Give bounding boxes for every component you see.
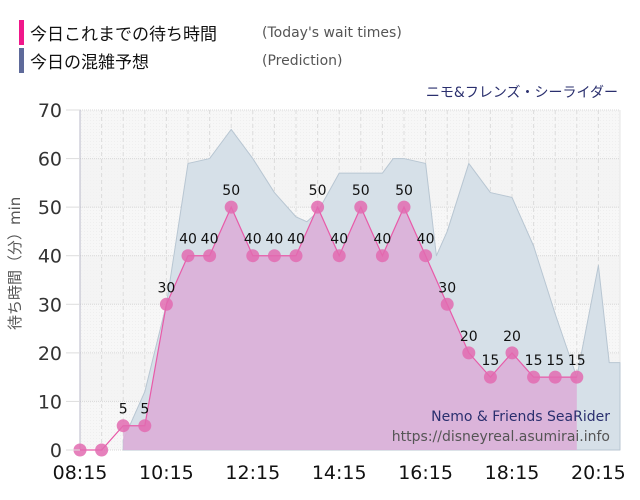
data-label: 30 xyxy=(157,280,175,296)
legend-label-en: (Today's wait times) xyxy=(262,24,402,41)
y-tick-label: 70 xyxy=(38,100,62,122)
data-label: 30 xyxy=(438,280,456,296)
x-tick-label: 16:15 xyxy=(398,462,453,484)
watermark-url: https://disneyreal.asumirai.info xyxy=(392,429,610,445)
data-label: 40 xyxy=(265,232,283,248)
data-point xyxy=(181,249,195,263)
data-label: 5 xyxy=(119,402,128,418)
data-label: 15 xyxy=(481,353,499,369)
data-label: 50 xyxy=(352,183,370,199)
data-label: 20 xyxy=(503,329,521,345)
legend-item-actual: 今日これまでの待ち時間 (Today's wait times) xyxy=(19,20,402,45)
y-tick-label: 30 xyxy=(38,294,62,316)
data-label: 40 xyxy=(201,232,219,248)
legend-swatch-actual xyxy=(19,20,24,45)
data-label: 40 xyxy=(179,232,197,248)
data-point xyxy=(203,249,217,263)
y-tick-label: 0 xyxy=(50,440,62,462)
data-point xyxy=(354,200,368,214)
data-point xyxy=(548,370,562,384)
data-point xyxy=(267,249,281,263)
x-axis-ticks: 08:15 10:15 12:15 14:15 16:15 18:15 20:15 xyxy=(53,462,626,484)
data-point xyxy=(440,297,454,311)
y-tick-label: 40 xyxy=(38,246,62,268)
data-point xyxy=(527,370,541,384)
data-label: 40 xyxy=(287,232,305,248)
chart-title: ニモ&フレンズ・シーライダー xyxy=(425,85,618,101)
data-point xyxy=(246,249,260,263)
data-point xyxy=(570,370,584,384)
data-label: 40 xyxy=(417,232,435,248)
data-point xyxy=(483,370,497,384)
legend-label-jp: 今日これまでの待ち時間 xyxy=(30,25,217,45)
y-axis-ticks: 0 10 20 30 40 50 60 70 xyxy=(38,100,80,462)
data-label: 5 xyxy=(140,402,149,418)
data-point xyxy=(397,200,411,214)
data-point xyxy=(224,200,238,214)
data-label: 15 xyxy=(546,353,564,369)
data-label: 50 xyxy=(395,183,413,199)
data-label: 15 xyxy=(525,353,543,369)
data-point xyxy=(505,346,519,360)
data-point xyxy=(138,419,152,433)
y-tick-label: 50 xyxy=(38,197,62,219)
data-label: 40 xyxy=(330,232,348,248)
y-tick-label: 60 xyxy=(38,149,62,171)
legend-label-jp: 今日の混雑予想 xyxy=(30,53,149,73)
x-tick-label: 10:15 xyxy=(139,462,194,484)
data-label: 50 xyxy=(309,183,327,199)
data-label: 20 xyxy=(460,329,478,345)
y-tick-label: 20 xyxy=(38,343,62,365)
data-label: 15 xyxy=(568,353,586,369)
data-label: 40 xyxy=(244,232,262,248)
legend-item-prediction: 今日の混雑予想 (Prediction) xyxy=(19,48,342,73)
data-point xyxy=(311,200,325,214)
data-point xyxy=(95,443,109,457)
x-tick-label: 14:15 xyxy=(312,462,367,484)
legend-swatch-prediction xyxy=(19,48,24,73)
x-tick-label: 18:15 xyxy=(485,462,540,484)
x-tick-label: 12:15 xyxy=(225,462,280,484)
data-point xyxy=(462,346,476,360)
data-label: 50 xyxy=(222,183,240,199)
data-point xyxy=(375,249,389,263)
data-point xyxy=(419,249,433,263)
data-label: 40 xyxy=(373,232,391,248)
data-point xyxy=(332,249,346,263)
y-tick-label: 10 xyxy=(38,391,62,413)
data-point xyxy=(116,419,130,433)
x-tick-label: 08:15 xyxy=(53,462,108,484)
legend-label-en: (Prediction) xyxy=(262,52,343,69)
watermark-title: Nemo & Friends SeaRider xyxy=(431,409,610,425)
data-point xyxy=(159,297,173,311)
data-point xyxy=(289,249,303,263)
x-tick-label: 20:15 xyxy=(571,462,626,484)
